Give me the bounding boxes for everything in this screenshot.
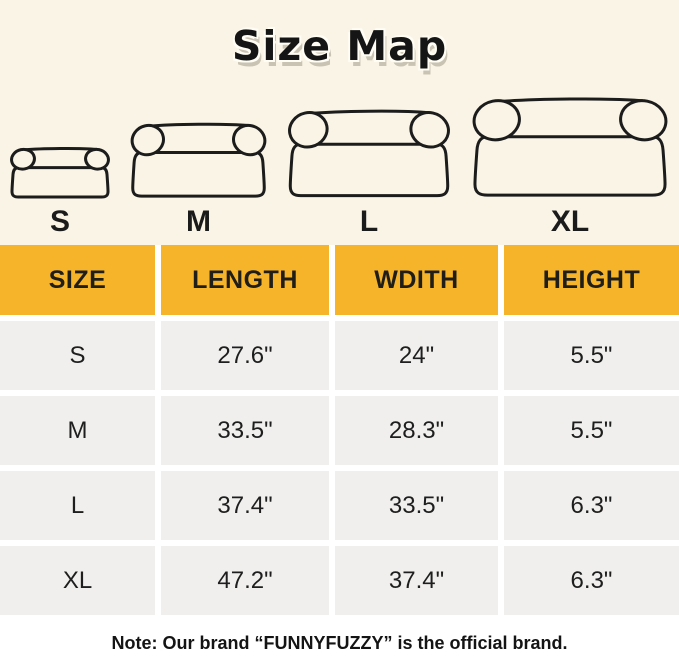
bed-figure-l: L — [287, 105, 451, 245]
column-header-size: SIZE — [0, 245, 155, 315]
column-header-height: HEIGHT — [504, 245, 679, 315]
cell-l-height: 6.3" — [504, 471, 679, 540]
dog-bed-icon-l — [287, 105, 451, 199]
column-header-length: LENGTH — [161, 245, 329, 315]
cell-m-width: 28.3" — [335, 396, 498, 465]
bed-figure-m: M — [130, 119, 267, 245]
cell-xl-size: XL — [0, 546, 155, 615]
cell-xl-length: 47.2" — [161, 546, 329, 615]
cell-s-width: 24" — [335, 321, 498, 390]
page-title: Size Map — [231, 22, 448, 70]
bed-label-s: S — [49, 205, 70, 238]
bed-figure-s: S — [10, 145, 110, 245]
cell-xl-width: 37.4" — [335, 546, 498, 615]
size-table: SIZE LENGTH WDITH HEIGHT S 27.6" 24" 5.5… — [0, 245, 679, 615]
cell-l-width: 33.5" — [335, 471, 498, 540]
bed-size-illustrations: S M — [0, 88, 679, 245]
cell-s-height: 5.5" — [504, 321, 679, 390]
cell-m-height: 5.5" — [504, 396, 679, 465]
bed-label-xl: XL — [550, 205, 590, 238]
column-header-width: WDITH — [335, 245, 498, 315]
cell-m-size: M — [0, 396, 155, 465]
top-section: Size Map S — [0, 0, 679, 245]
cell-l-length: 37.4" — [161, 471, 329, 540]
bed-label-m: M — [186, 205, 211, 238]
cell-xl-height: 6.3" — [504, 546, 679, 615]
brand-note: Note: Our brand “FUNNYFUZZY” is the offi… — [111, 632, 568, 653]
cell-s-size: S — [0, 321, 155, 390]
dog-bed-icon-xl — [471, 92, 669, 199]
cell-l-size: L — [0, 471, 155, 540]
bed-label-l: L — [359, 205, 379, 238]
cell-m-length: 33.5" — [161, 396, 329, 465]
bed-figure-xl: XL — [471, 92, 669, 245]
footer-section: Note: Our brand “FUNNYFUZZY” is the offi… — [0, 615, 679, 671]
dog-bed-icon-s — [10, 145, 110, 199]
dog-bed-icon-m — [130, 119, 267, 199]
cell-s-length: 27.6" — [161, 321, 329, 390]
